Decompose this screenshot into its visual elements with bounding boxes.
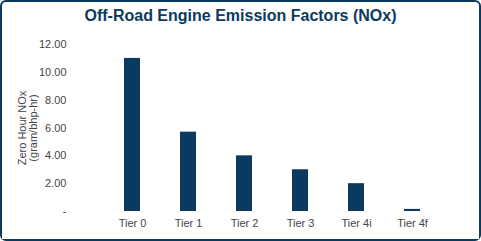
svg-text:10.00: 10.00	[39, 66, 67, 78]
svg-text:Tier 2: Tier 2	[231, 217, 259, 229]
svg-text:12.00: 12.00	[39, 38, 67, 50]
svg-text:Tier 4f: Tier 4f	[397, 217, 429, 229]
svg-text:Tier 4i: Tier 4i	[341, 217, 371, 229]
svg-text:6.00: 6.00	[45, 122, 66, 134]
svg-text:-: -	[63, 205, 67, 217]
svg-text:8.00: 8.00	[45, 94, 66, 106]
svg-text:Tier 1: Tier 1	[175, 217, 203, 229]
svg-text:4.00: 4.00	[45, 149, 66, 161]
svg-text:2.00: 2.00	[45, 177, 66, 189]
html-text:Off-Road Engine Emission Facto: Off-Road Engine Emission Factors (NOx)	[84, 7, 397, 24]
svg-text:Zero Hour NOx(gram/bhp-hr): Zero Hour NOx(gram/bhp-hr)	[16, 90, 39, 165]
svg-text:Tier 3: Tier 3	[287, 217, 315, 229]
svg-text:Tier 0: Tier 0	[119, 217, 147, 229]
